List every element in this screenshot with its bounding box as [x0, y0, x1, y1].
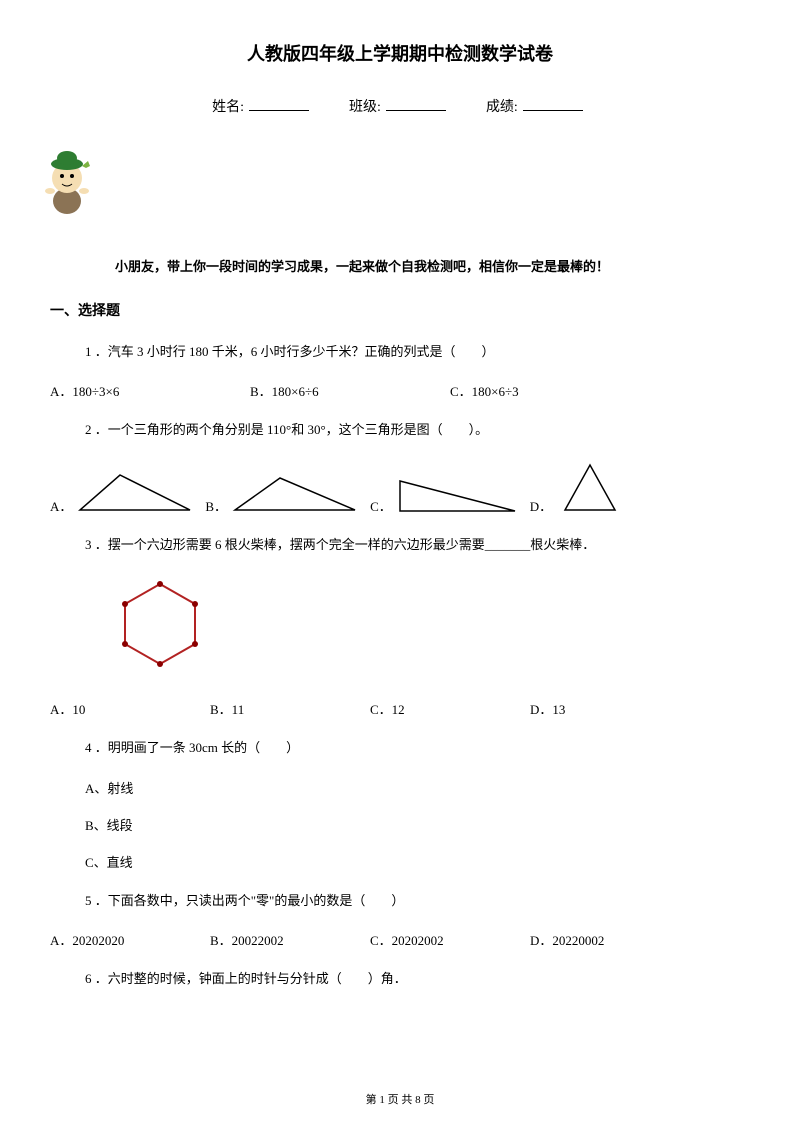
question-1: 1 ．汽车 3 小时行 180 千米，6 小时行多少千米？正确的列式是（ ）: [85, 340, 750, 363]
q1-opt-b: B．180×6÷6: [250, 381, 450, 400]
q1-opt-a: A．180÷3×6: [50, 381, 250, 400]
hexagon-figure: [110, 574, 750, 679]
question-3: 3 ．摆一个六边形需要 6 根火柴棒，摆两个完全一样的六边形最少需要______…: [85, 533, 750, 556]
q3-opt-c: C．12: [370, 699, 530, 718]
header-info: 姓名: 班级: 成绩:: [50, 96, 750, 116]
question-5: 5 ．下面各数中，只读出两个"零"的最小的数是（ ）: [85, 889, 750, 912]
q2-label-c: C．: [370, 496, 392, 515]
mascot-row: [50, 146, 750, 216]
q1-options: A．180÷3×6 B．180×6÷6 C．180×6÷3: [50, 381, 750, 400]
section-1-header: 一、选择题: [50, 300, 750, 320]
score-blank[interactable]: [523, 110, 583, 111]
name-blank[interactable]: [249, 110, 309, 111]
page-footer: 第 1 页 共 8 页: [0, 1091, 800, 1107]
q5-opt-d: D．20220002: [530, 930, 604, 949]
score-label: 成绩:: [486, 100, 518, 115]
triangle-a-icon: [75, 470, 195, 515]
q2-label-b: B．: [205, 496, 227, 515]
q5-opt-a: A．20202020: [50, 930, 210, 949]
question-2: 2 ．一个三角形的两个角分别是 110°和 30°，这个三角形是图（ ）。: [85, 418, 750, 441]
question-6: 6 ．六时整的时候，钟面上的时针与分针成（ ）角．: [85, 967, 750, 990]
q2-label-d: D．: [530, 496, 552, 515]
q2-label-a: A．: [50, 496, 72, 515]
question-4: 4 ．明明画了一条 30cm 长的（ ）: [85, 736, 750, 759]
mascot-icon: [40, 146, 95, 216]
class-label: 班级:: [349, 100, 381, 115]
q3-opt-a: A．10: [50, 699, 210, 718]
q5-opt-b: B．20022002: [210, 930, 370, 949]
name-label: 姓名:: [212, 100, 244, 115]
encourage-text: 小朋友，带上你一段时间的学习成果，一起来做个自我检测吧，相信你一定是最棒的！: [115, 256, 750, 275]
q4-opt-a: A、射线: [85, 778, 750, 797]
q5-opt-c: C．20202002: [370, 930, 530, 949]
q5-options: A．20202020 B．20022002 C．20202002 D．20220…: [50, 930, 750, 949]
q1-opt-c: C．180×6÷3: [450, 381, 519, 400]
q3-options: A．10 B．11 C．12 D．13: [50, 699, 750, 718]
q3-opt-d: D．13: [530, 699, 565, 718]
q3-opt-b: B．11: [210, 699, 370, 718]
q4-opt-b: B、线段: [85, 815, 750, 834]
q4-opt-c: C、直线: [85, 852, 750, 871]
q2-options: A． B． C． D．: [50, 460, 750, 515]
triangle-d-icon: [555, 460, 625, 515]
triangle-b-icon: [230, 470, 360, 515]
triangle-c-icon: [395, 473, 520, 515]
class-blank[interactable]: [386, 110, 446, 111]
hexagon-icon: [110, 574, 210, 674]
q4-options: A、射线 B、线段 C、直线: [85, 778, 750, 871]
exam-title: 人教版四年级上学期期中检测数学试卷: [50, 40, 750, 66]
